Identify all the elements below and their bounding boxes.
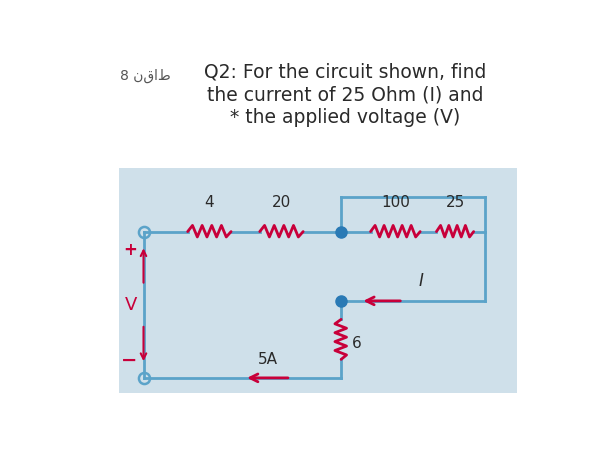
Text: V: V (125, 296, 137, 314)
Text: 5A: 5A (257, 352, 277, 367)
Text: * the applied voltage (V): * the applied voltage (V) (230, 109, 460, 128)
Text: the current of 25 Ohm (I) and: the current of 25 Ohm (I) and (206, 85, 483, 104)
Text: +: + (123, 241, 137, 259)
Text: 4: 4 (205, 195, 214, 210)
Text: 100: 100 (381, 195, 410, 210)
Text: 8 نقاط: 8 نقاط (120, 69, 171, 83)
Text: −: − (121, 351, 137, 370)
Bar (119, 168, 517, 393)
Text: 6: 6 (352, 336, 362, 351)
Text: 25: 25 (445, 195, 465, 210)
Text: I: I (419, 272, 424, 290)
Text: 20: 20 (272, 195, 291, 210)
Text: Q2: For the circuit shown, find: Q2: For the circuit shown, find (204, 62, 486, 81)
